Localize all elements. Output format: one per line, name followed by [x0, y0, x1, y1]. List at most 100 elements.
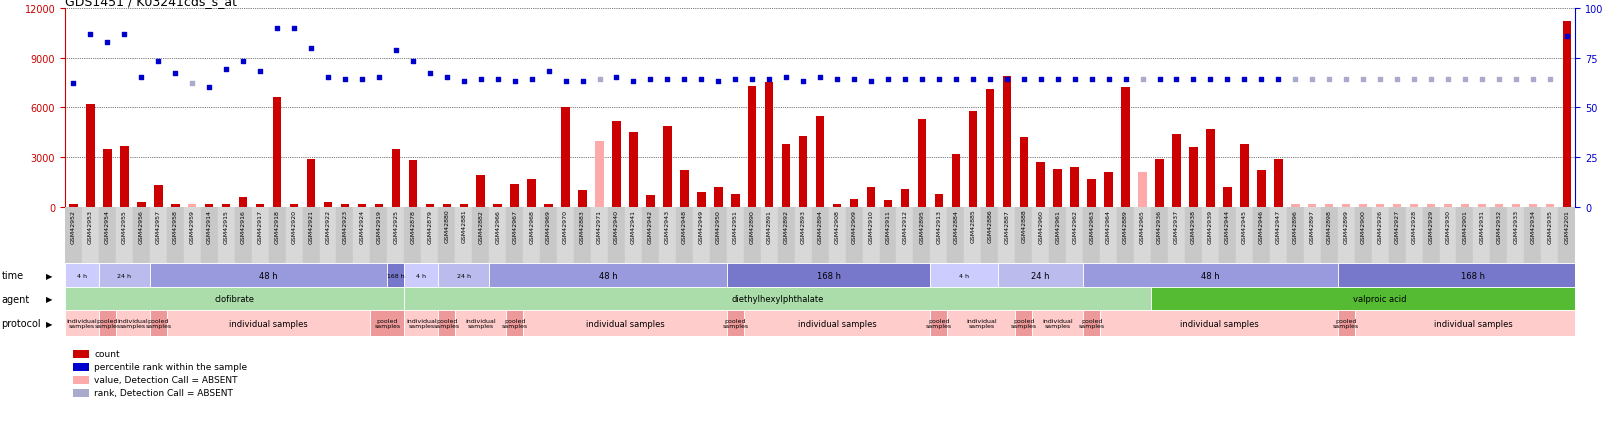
Point	[1553, 33, 1579, 40]
Bar	[1388, 207, 1406, 264]
Text: GSM42879: GSM42879	[427, 209, 432, 243]
Text: GSM42893: GSM42893	[800, 209, 805, 243]
Text: GSM42933: GSM42933	[1513, 209, 1518, 243]
Text: individual samples: individual samples	[1178, 319, 1258, 328]
Text: 48 h: 48 h	[1201, 271, 1219, 280]
Bar	[268, 207, 286, 264]
Text: 48 h: 48 h	[599, 271, 617, 280]
Bar	[476, 176, 485, 207]
Point	[1435, 77, 1461, 84]
Text: GSM42962: GSM42962	[1071, 209, 1076, 243]
Point	[196, 85, 222, 92]
Text: rank, Detection Call = ABSENT: rank, Detection Call = ABSENT	[94, 388, 234, 397]
Bar	[183, 207, 201, 264]
Bar	[867, 187, 875, 207]
Text: GSM42919: GSM42919	[377, 209, 381, 243]
Text: GSM42939: GSM42939	[1208, 209, 1212, 243]
Text: GSM42967: GSM42967	[511, 209, 516, 243]
Text: GSM42949: GSM42949	[698, 209, 703, 243]
Text: GSM42878: GSM42878	[411, 209, 415, 243]
Bar	[646, 196, 654, 207]
Bar	[1511, 204, 1519, 207]
Text: GSM42955: GSM42955	[122, 209, 127, 243]
Bar	[307, 159, 315, 207]
Point	[909, 77, 935, 84]
Text: GSM42963: GSM42963	[1089, 209, 1094, 243]
Bar	[1393, 204, 1401, 207]
Bar	[1201, 207, 1219, 264]
Bar	[578, 191, 586, 207]
Bar	[846, 207, 862, 264]
Bar	[1222, 187, 1230, 207]
Bar	[1240, 145, 1248, 207]
Point	[1501, 77, 1527, 84]
Point	[604, 75, 630, 82]
Text: ▶: ▶	[45, 319, 52, 328]
Bar	[99, 207, 115, 264]
Text: GSM42970: GSM42970	[563, 209, 568, 243]
Point	[1230, 77, 1256, 84]
Bar	[812, 207, 828, 264]
Bar	[204, 204, 213, 207]
Bar	[409, 161, 417, 207]
Point	[1248, 77, 1274, 84]
Text: GSM42886: GSM42886	[987, 209, 992, 243]
Bar	[438, 310, 454, 336]
Bar	[341, 204, 349, 207]
Text: GSM42913: GSM42913	[936, 209, 941, 243]
Bar	[727, 310, 743, 336]
Text: count: count	[94, 349, 120, 358]
Point	[993, 77, 1019, 84]
Bar	[1561, 22, 1569, 207]
Bar	[880, 207, 896, 264]
Bar	[404, 264, 438, 288]
Bar	[1251, 207, 1269, 264]
Bar	[1032, 310, 1083, 336]
Point	[1044, 77, 1070, 84]
Point	[1061, 77, 1087, 84]
Bar	[743, 310, 930, 336]
Bar	[1048, 207, 1066, 264]
Bar	[323, 203, 333, 207]
Bar	[1375, 204, 1383, 207]
Bar	[454, 207, 472, 264]
Point	[179, 81, 204, 88]
Point	[1451, 77, 1477, 84]
Text: GSM42969: GSM42969	[545, 209, 550, 243]
Bar	[862, 207, 880, 264]
Bar	[99, 310, 115, 336]
Text: GSM42941: GSM42941	[631, 209, 636, 243]
Bar	[1019, 138, 1027, 207]
Text: individual
samples: individual samples	[1042, 318, 1073, 329]
Point	[78, 31, 104, 38]
Point	[536, 69, 562, 76]
Point	[213, 67, 239, 74]
Point	[1383, 77, 1409, 84]
Bar	[540, 207, 557, 264]
Text: individual samples: individual samples	[1433, 319, 1513, 328]
Bar	[562, 108, 570, 207]
Bar	[764, 83, 773, 207]
Bar	[1070, 168, 1078, 207]
Text: 24 h: 24 h	[1031, 271, 1050, 280]
Point	[349, 77, 375, 84]
Bar	[1527, 204, 1535, 207]
Text: diethylhexylphthalate: diethylhexylphthalate	[730, 295, 823, 303]
Point	[451, 79, 477, 85]
Point	[738, 77, 764, 84]
Bar	[967, 112, 977, 207]
Text: GSM42895: GSM42895	[919, 209, 923, 243]
Bar	[1138, 173, 1146, 207]
Bar	[930, 207, 946, 264]
Point	[552, 79, 578, 85]
Bar	[115, 310, 149, 336]
Point	[128, 75, 154, 82]
Bar	[1490, 207, 1506, 264]
Bar	[273, 98, 281, 207]
Text: ▶: ▶	[45, 271, 52, 280]
Point	[1180, 77, 1206, 84]
Text: protocol: protocol	[2, 319, 41, 328]
Bar	[459, 204, 467, 207]
Text: GSM42946: GSM42946	[1258, 209, 1263, 243]
Bar	[375, 204, 383, 207]
